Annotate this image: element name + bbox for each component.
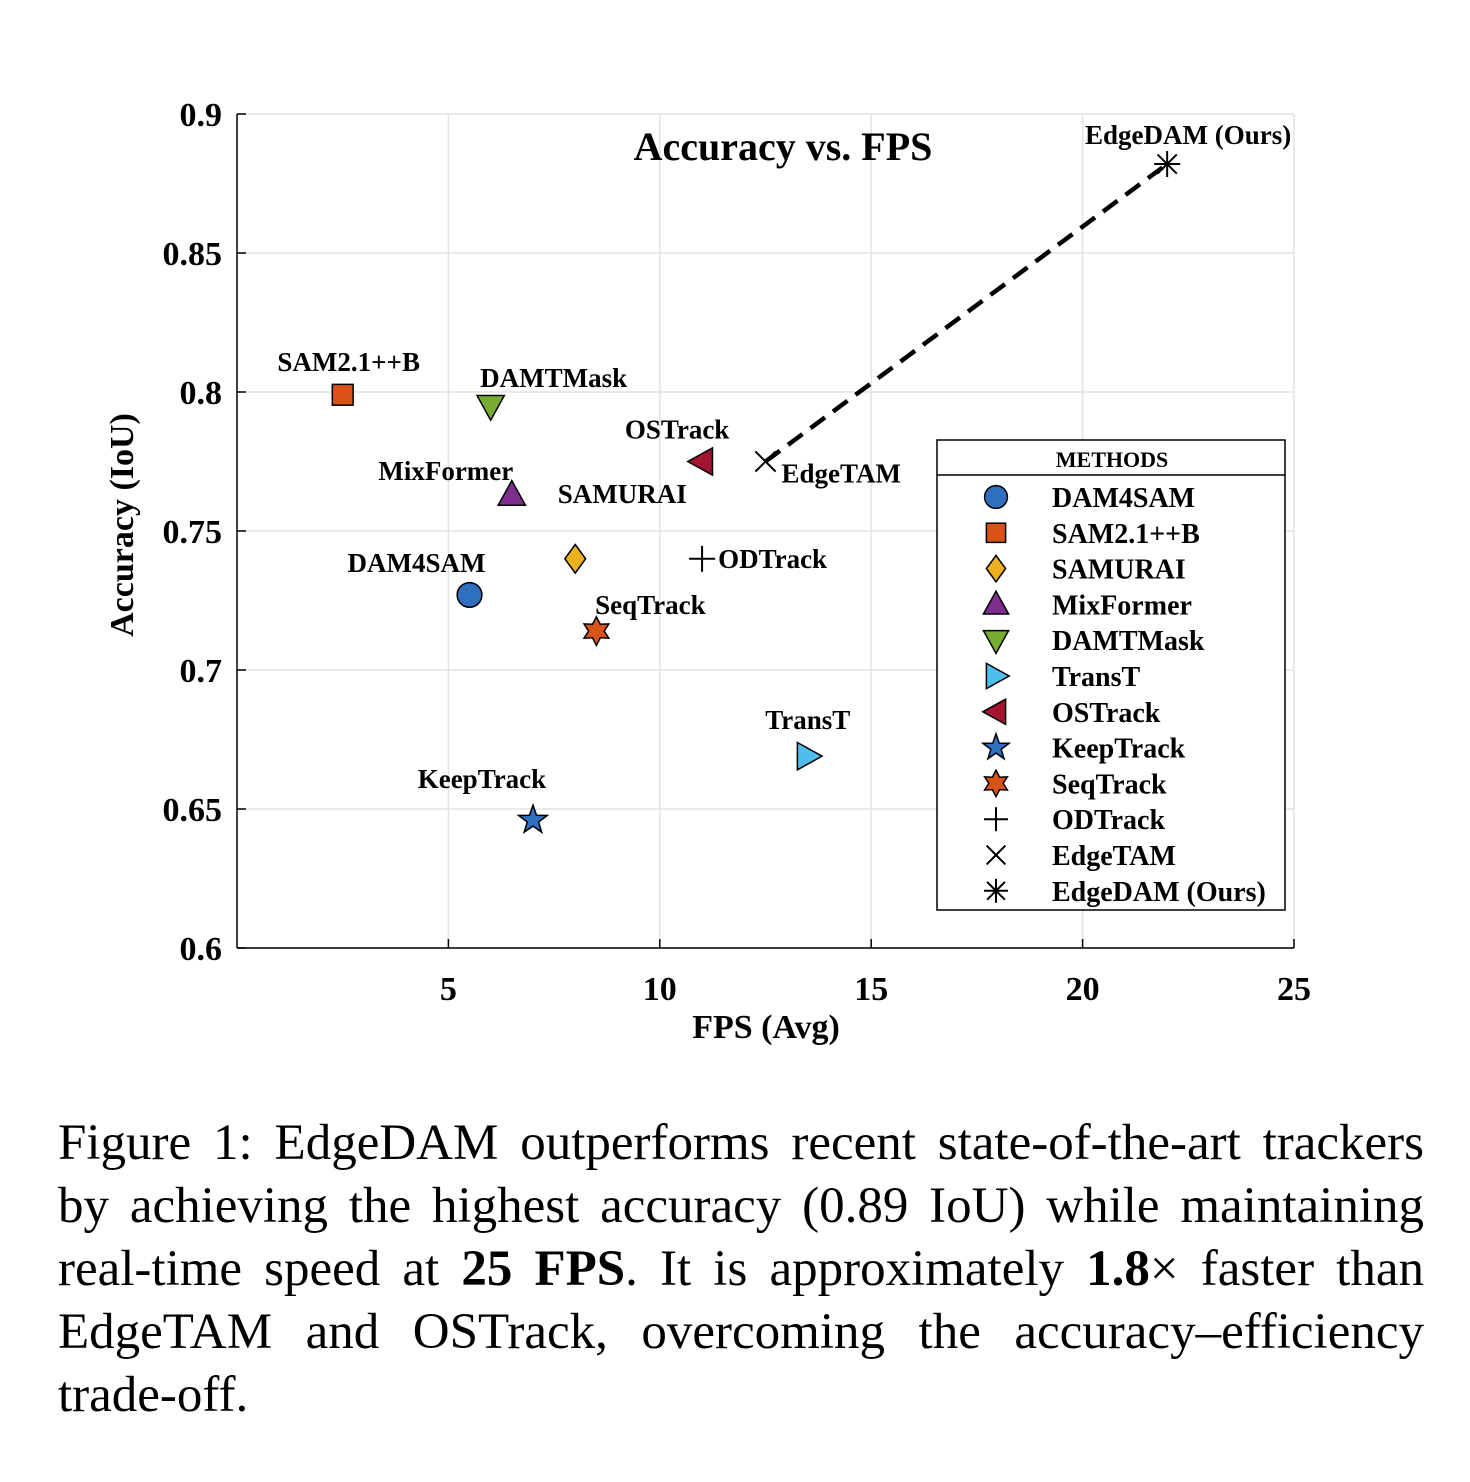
legend-marker-mixformer xyxy=(982,589,1010,615)
point-label-mixformer: MixFormer xyxy=(378,456,513,486)
x-stroke xyxy=(754,450,777,473)
caption-bold-fps: 25 FPS xyxy=(461,1241,626,1297)
point-label-edgetam: EdgeTAM xyxy=(782,459,902,489)
legend-item-seqtrack: SeqTrack xyxy=(983,768,1167,800)
point-label-transt: TransT xyxy=(765,705,850,735)
legend-label-edgetam: EdgeTAM xyxy=(1052,841,1176,872)
figure-caption: Figure 1: EdgeDAM outperforms recent sta… xyxy=(58,1112,1424,1427)
point-label-ostrack: OSTrack xyxy=(625,415,730,445)
legend-marker-seqtrack xyxy=(983,768,1009,799)
y-tick-label: 0.6 xyxy=(180,931,223,968)
point-label-keeptrack: KeepTrack xyxy=(418,764,546,794)
legend-marker-dam4sam xyxy=(983,484,1009,510)
point-label-seqtrack: SeqTrack xyxy=(595,590,706,620)
legend-item-edgedam-ours: EdgeDAM (Ours) xyxy=(984,877,1266,908)
legend-item-odtrack: ODTrack xyxy=(984,805,1165,836)
asterisk-stroke xyxy=(1156,153,1178,175)
axes xyxy=(236,113,1295,949)
x-tick-label: 25 xyxy=(1277,971,1311,1008)
legend-label-samurai: SAMURAI xyxy=(1052,555,1186,586)
legend-marker-keeptrack xyxy=(980,731,1012,761)
point-mixformer xyxy=(496,479,527,507)
legend-marker-odtrack xyxy=(984,807,1008,832)
legend-marker-sam2-1-b xyxy=(985,522,1007,544)
point-labels: DAM4SAM SAM2.1++B SAMURAI MixFormer DAMTMask… xyxy=(277,120,1291,794)
legend-label-damtmask: DAMTMask xyxy=(1052,626,1205,657)
y-tick-label: 0.9 xyxy=(180,97,223,134)
point-label-samurai: SAMURAI xyxy=(558,479,687,509)
legend-marker-samurai xyxy=(985,554,1007,584)
point-samurai xyxy=(563,543,587,575)
legend-label-dam4sam: DAM4SAM xyxy=(1052,483,1195,514)
legend-marker-damtmask xyxy=(982,629,1010,655)
legend-label-odtrack: ODTrack xyxy=(1052,805,1165,836)
legend: METHODS DAM4SAM SAM2.1++B SAMURAI MixFormer… xyxy=(936,439,1286,911)
legend-marker-edgetam xyxy=(985,844,1007,866)
point-label-damtmask: DAMTMask xyxy=(480,363,627,393)
legend-item-ostrack: OSTrack xyxy=(981,697,1161,729)
point-damtmask xyxy=(475,394,506,422)
y-tick-label: 0.8 xyxy=(180,375,223,412)
x-tick-label: 15 xyxy=(854,971,888,1008)
legend-entries: DAM4SAM SAM2.1++B SAMURAI MixFormer DAMTMask… xyxy=(980,483,1266,908)
point-keeptrack xyxy=(516,802,550,835)
y-tick-label: 0.75 xyxy=(163,514,223,551)
point-ostrack xyxy=(686,446,714,477)
legend-marker-ostrack xyxy=(981,697,1007,726)
legend-label-keeptrack: KeepTrack xyxy=(1052,734,1186,765)
x-tick-label: 10 xyxy=(643,971,677,1008)
legend-item-damtmask: DAMTMask xyxy=(982,626,1205,657)
legend-item-mixformer: MixFormer xyxy=(982,589,1192,621)
legend-label-ostrack: OSTrack xyxy=(1052,698,1161,729)
point-label-edgedam-ours: EdgeDAM (Ours) xyxy=(1085,120,1291,150)
legend-item-edgetam: EdgeTAM xyxy=(985,841,1176,872)
data-points xyxy=(331,151,1181,835)
tick-labels: 5 10 15 20 25 0.6 0.65 0.7 0.75 0.8 0.85 0.9 xyxy=(163,97,1312,1008)
point-odtrack xyxy=(689,545,716,572)
dashed-line xyxy=(764,162,1169,464)
legend-item-sam2-1-b: SAM2.1++B xyxy=(985,519,1200,550)
dashed-trend-line xyxy=(764,162,1169,464)
y-tick-label: 0.7 xyxy=(180,653,223,690)
point-label-odtrack: ODTrack xyxy=(718,544,827,574)
caption-text-3: × faster than EdgeTAM and OSTrack, overc… xyxy=(58,1241,1424,1423)
legend-item-keeptrack: KeepTrack xyxy=(980,731,1186,765)
x-tick-label: 20 xyxy=(1066,971,1100,1008)
point-transt xyxy=(796,741,824,772)
legend-label-mixformer: MixFormer xyxy=(1052,590,1192,621)
asterisk-stroke xyxy=(986,881,1006,901)
x-stroke xyxy=(985,844,1007,866)
y-tick-label: 0.85 xyxy=(163,236,223,273)
caption-bold-speedup: 1.8 xyxy=(1086,1241,1150,1297)
legend-label-transt: TransT xyxy=(1052,662,1140,693)
legend-item-samurai: SAMURAI xyxy=(985,554,1186,586)
point-label-dam4sam: DAM4SAM xyxy=(348,548,486,578)
point-dam4sam xyxy=(456,581,483,609)
point-seqtrack xyxy=(582,615,611,648)
point-edgedam-ours xyxy=(1154,151,1181,178)
legend-label-sam2-1-b: SAM2.1++B xyxy=(1052,519,1200,550)
chart-title: Accuracy vs. FPS xyxy=(634,124,933,169)
legend-item-transt: TransT xyxy=(985,662,1140,693)
legend-marker-transt xyxy=(985,662,1011,690)
x-tick-label: 5 xyxy=(440,971,457,1008)
scatter-chart: Accuracy vs. FPS FPS (Avg) Accuracy (IoU… xyxy=(104,97,1312,1046)
y-tick-label: 0.65 xyxy=(163,792,223,829)
legend-label-edgedam-ours: EdgeDAM (Ours) xyxy=(1052,877,1266,908)
legend-item-dam4sam: DAM4SAM xyxy=(983,483,1195,514)
point-label-sam2-1-b: SAM2.1++B xyxy=(277,347,420,377)
x-axis-label: FPS (Avg) xyxy=(692,1009,840,1046)
legend-marker-edgedam-ours xyxy=(984,878,1008,903)
caption-text-1: Figure 1: EdgeDAM outperforms recent sta… xyxy=(58,1115,1424,1297)
y-axis-label: Accuracy (IoU) xyxy=(104,413,141,637)
legend-title: METHODS xyxy=(1056,447,1168,472)
legend-label-seqtrack: SeqTrack xyxy=(1052,769,1167,800)
point-edgetam xyxy=(754,450,777,473)
point-sam2-1-b xyxy=(331,383,354,406)
caption-text-2: . It is approximately xyxy=(625,1241,1087,1297)
